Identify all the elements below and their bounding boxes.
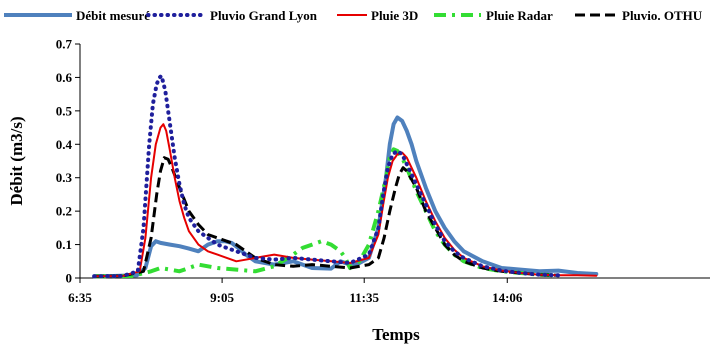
legend-label-radar: Pluie Radar	[486, 8, 553, 23]
legend-item-grand-lyon: Pluvio Grand Lyon	[146, 8, 318, 23]
y-tick-label: 0.5	[56, 103, 73, 118]
legend-item-radar: Pluie Radar	[434, 8, 553, 23]
legend-item-othu: Pluvio. OTHU	[575, 8, 703, 23]
y-tick-label: 0	[66, 271, 73, 286]
legend-label-othu: Pluvio. OTHU	[622, 8, 703, 23]
series-debit-mesure	[92, 115, 599, 279]
series-pluvio-grand-lyon	[92, 73, 561, 279]
legend: Débit mesuré Pluvio Grand Lyon Pluie 3D …	[4, 8, 703, 23]
y-axis-title: Débit (m3/s)	[7, 116, 26, 205]
legend-label-debit: Débit mesuré	[76, 8, 150, 23]
legend-label-grand-lyon: Pluvio Grand Lyon	[210, 8, 318, 23]
series-pluie-3d	[93, 123, 598, 278]
x-ticks: 6:35 9:05 11:35 14:06	[68, 278, 523, 305]
legend-label-pluie3d: Pluie 3D	[371, 8, 418, 23]
series-lines	[92, 73, 599, 279]
y-ticks: 0 0.1 0.2 0.3 0.4 0.5 0.6 0.7	[56, 37, 80, 286]
legend-item-pluie3d: Pluie 3D	[337, 8, 418, 23]
y-tick-label: 0.4	[56, 137, 73, 152]
y-tick-label: 0.2	[56, 204, 72, 219]
x-tick-label: 6:35	[68, 290, 92, 305]
x-tick-label: 9:05	[210, 290, 234, 305]
y-tick-label: 0.6	[56, 70, 73, 85]
x-tick-label: 11:35	[349, 290, 379, 305]
series-pluie-radar	[94, 147, 559, 279]
x-tick-label: 14:06	[492, 290, 523, 305]
series-pluvio-othu	[94, 156, 559, 278]
x-axis-title: Temps	[372, 325, 420, 344]
y-tick-label: 0.7	[56, 37, 73, 52]
y-tick-label: 0.1	[56, 237, 72, 252]
legend-item-debit: Débit mesuré	[4, 8, 150, 23]
y-tick-label: 0.3	[56, 170, 73, 185]
